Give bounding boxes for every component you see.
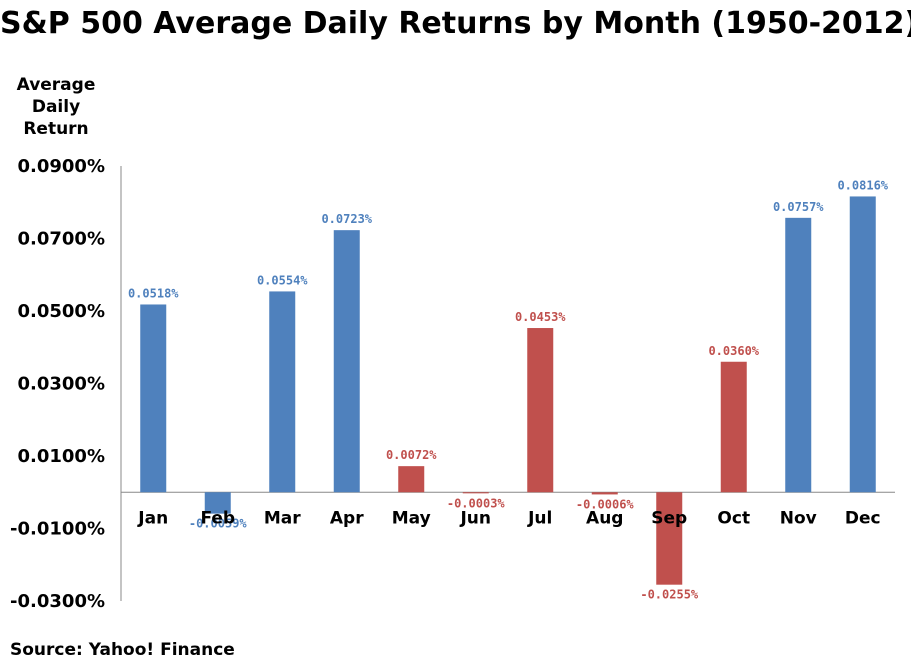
category-label-dec: Dec [845,508,881,528]
y-axis-label-line-1: Average [16,75,96,95]
data-label-jul: 0.0453% [515,310,566,324]
y-tick-label: 0.0700% [18,229,106,250]
category-label-aug: Aug [586,508,623,528]
bar-sep [656,492,683,585]
category-label-jan: Jan [137,508,168,528]
bar-oct [720,361,747,493]
data-label-oct: 0.0360% [708,344,759,358]
source-note: Source: Yahoo! Finance [10,640,235,660]
bar-jan [140,304,167,493]
category-label-feb: Feb [200,508,235,528]
category-labels: Jan Feb Mar Apr May Jun Jul Aug Sep Oct Nov Dec [137,508,880,528]
bar-may [398,466,425,493]
bar-apr [333,230,360,493]
category-label-apr: Apr [330,508,364,528]
data-label-nov: 0.0757% [773,200,824,214]
bar-jun [462,492,489,494]
bar-mar [269,291,296,493]
y-tick-label: -0.0100% [10,519,105,540]
y-axis-label-line-3: Return [23,119,89,139]
y-tick-label: 0.0300% [18,374,106,395]
category-label-mar: Mar [264,508,301,528]
bars [140,196,876,585]
bar-aug [591,492,618,495]
y-tick-label: 0.0900% [18,156,106,177]
category-label-nov: Nov [780,508,817,528]
y-axis-label-line-2: Daily [31,97,81,117]
y-tick-label: 0.0100% [18,446,106,467]
category-label-sep: Sep [651,508,687,528]
category-label-jul: Jul [527,508,552,528]
bar-jul [527,328,554,493]
data-label-mar: 0.0554% [257,273,308,287]
y-tick-labels: 0.0900% 0.0700% 0.0500% 0.0300% 0.0100% -0.01… [10,156,105,612]
data-label-jun: -0.0003% [447,496,506,510]
data-label-feb: -0.0059% [189,517,248,531]
bar-dec [849,196,876,493]
category-label-oct: Oct [717,508,750,528]
y-tick-label: -0.0300% [10,591,105,612]
data-labels: 0.0518% -0.0059% 0.0554% 0.0723% 0.0072% -0.0… [128,178,889,601]
data-label-aug: -0.0006% [576,497,635,511]
chart-title: S&P 500 Average Daily Returns by Month (… [0,6,911,41]
category-label-jun: Jun [459,508,491,528]
data-label-apr: 0.0723% [321,212,372,226]
y-tick-label: 0.0500% [18,301,106,322]
data-label-sep: -0.0255% [640,588,699,602]
axes [120,166,895,601]
data-label-dec: 0.0816% [837,178,888,192]
data-label-jan: 0.0518% [128,286,179,300]
data-label-may: 0.0072% [386,448,437,462]
y-axis-label: Average Daily Return [6,74,106,140]
bar-nov [785,217,812,493]
category-label-may: May [392,508,431,528]
bar-feb [204,492,231,514]
